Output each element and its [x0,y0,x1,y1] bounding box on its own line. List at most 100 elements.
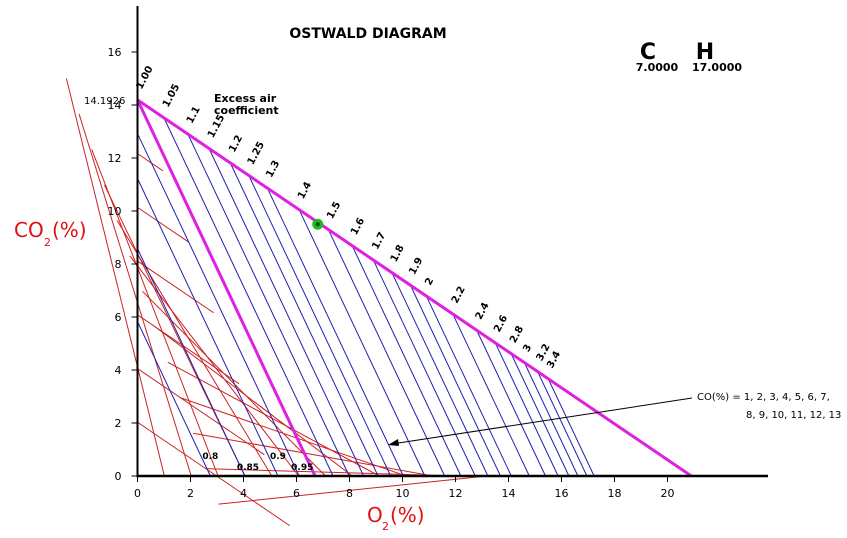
excess-air-line-1.7 [372,259,476,477]
excess-air-label-2: 2 [423,276,436,287]
excess-air-lines-group [137,99,595,477]
excess-air-line-0.9 [137,178,279,477]
excess-air-label-2.8: 2.8 [508,324,526,345]
x-tick-label: 0 [134,487,141,500]
excess-air-label-0.85: 0.85 [237,463,259,473]
x-tick-label: 8 [346,487,353,500]
y-tick-label: 10 [108,205,122,218]
y-tick-label: 6 [115,311,122,324]
complete-combustion-line [136,98,693,478]
excess-air-label-1.6: 1.6 [349,216,367,237]
excess-air-line-0.95 [137,133,300,477]
co-line-8 [154,326,353,477]
co-line-5 [116,220,273,477]
hydrogen-value: 17.0000 [692,61,742,74]
hydrogen-label: H [696,40,714,65]
co-annotation-line2: 8, 9, 10, 11, 12, 13 [746,410,841,421]
stoichiometric-line [136,99,317,477]
y-tick-label: 16 [108,46,122,59]
x-tick-label: 18 [608,487,622,500]
y-tick-label: 14 [108,99,122,112]
y-tick-label: 4 [115,364,122,377]
excess-air-line-1.05 [163,117,334,477]
excess-air-title-line2: coefficient [214,104,279,117]
excess-air-line-2.6 [494,342,559,477]
carbon-value: 7.0000 [636,61,679,74]
x-axis-title: O 2 (%) [367,503,425,533]
co-line-sub-4 [137,260,214,314]
chart-title: OSTWALD DIAGRAM [289,26,446,42]
x-tick-label: 16 [555,487,569,500]
excess-air-label-0.9: 0.9 [270,452,286,462]
excess-air-label-1.2: 1.2 [227,133,245,154]
excess-air-line-0.8 [137,321,211,477]
co-annotation-line1: CO(%) = 1, 2, 3, 4, 5, 6, 7, [697,392,830,403]
svg-text:2: 2 [44,236,51,249]
x-tick-label: 4 [240,487,247,500]
excess-air-label-1.25: 1.25 [246,140,267,167]
excess-air-line-3.2 [537,371,588,477]
y-axis-title: CO 2 (%) [14,218,87,249]
excess-air-line-1.6 [351,245,462,477]
co-line-sub-5 [137,206,189,243]
x-tick-label: 10 [396,487,410,500]
co-line-sub-3 [137,314,240,385]
axes-group: 0 2 4 6 8 10 12 14 16 18 20 0 2 4 6 8 10 12 14 16 [108,6,768,500]
excess-air-label-1.5: 1.5 [325,200,343,221]
co-line-sub-6 [137,153,164,172]
excess-air-label-0.95: 0.95 [291,463,313,473]
excess-air-line-2.2 [452,313,530,477]
x-tick-label: 20 [661,487,675,500]
excess-air-label-2.6: 2.6 [492,313,510,334]
excess-air-line-0.85 [137,248,246,477]
co-line-3 [91,149,219,477]
excess-air-line-1.25 [248,175,392,477]
excess-air-line-1.3 [266,187,404,477]
svg-text:(%): (%) [390,503,425,527]
operating-point-core [315,222,320,227]
excess-air-line-1.9 [409,285,501,477]
excess-air-line-1.4 [298,209,426,477]
excess-air-line-1.5 [327,229,446,477]
excess-air-label-2.4: 2.4 [474,301,492,322]
excess-air-title-line1: Excess air [214,92,277,105]
co-line-13 [218,475,487,505]
excess-air-line-1.2 [229,162,379,477]
y-tick-label: 2 [115,417,122,430]
co-line-2 [78,113,192,477]
x-tick-label: 12 [449,487,463,500]
excess-air-line-1.15 [208,148,365,477]
co-line-sub-2 [137,368,265,456]
co-line-10 [180,397,407,477]
excess-air-label-3: 3 [521,343,534,354]
excess-air-label-1.1: 1.1 [185,105,203,126]
excess-air-line-2.8 [510,353,570,477]
y-tick-label: 8 [115,258,122,271]
co-line-1 [65,78,165,477]
excess-air-label-1.7: 1.7 [370,231,388,252]
excess-air-line-1.8 [391,272,489,477]
excess-air-label-0.8: 0.8 [202,452,218,462]
excess-air-label-1.05: 1.05 [161,82,182,109]
co2-max-label: 14.1926 [84,96,125,107]
y-tick-label: 0 [115,470,122,483]
x-tick-label: 14 [502,487,516,500]
svg-text:CO: CO [14,218,44,242]
excess-air-label-1.3: 1.3 [264,159,282,180]
carbon-label: C [640,40,656,65]
excess-air-label-1.9: 1.9 [407,256,425,277]
excess-air-line-1.1 [187,133,350,477]
co-line-6 [129,255,300,477]
excess-air-label-2.2: 2.2 [450,285,468,306]
co-annotation-arrowhead [388,439,399,446]
y-tick-label: 12 [108,152,122,165]
excess-air-label-1.4: 1.4 [296,180,314,201]
excess-air-label-1.8: 1.8 [389,243,407,264]
svg-text:(%): (%) [52,218,87,242]
co-line-sub-1 [137,421,290,527]
excess-air-line-3.4 [547,378,595,477]
excess-air-line-2 [425,295,512,477]
co-annotation-arrow [391,397,693,445]
co-line-9 [167,361,380,477]
